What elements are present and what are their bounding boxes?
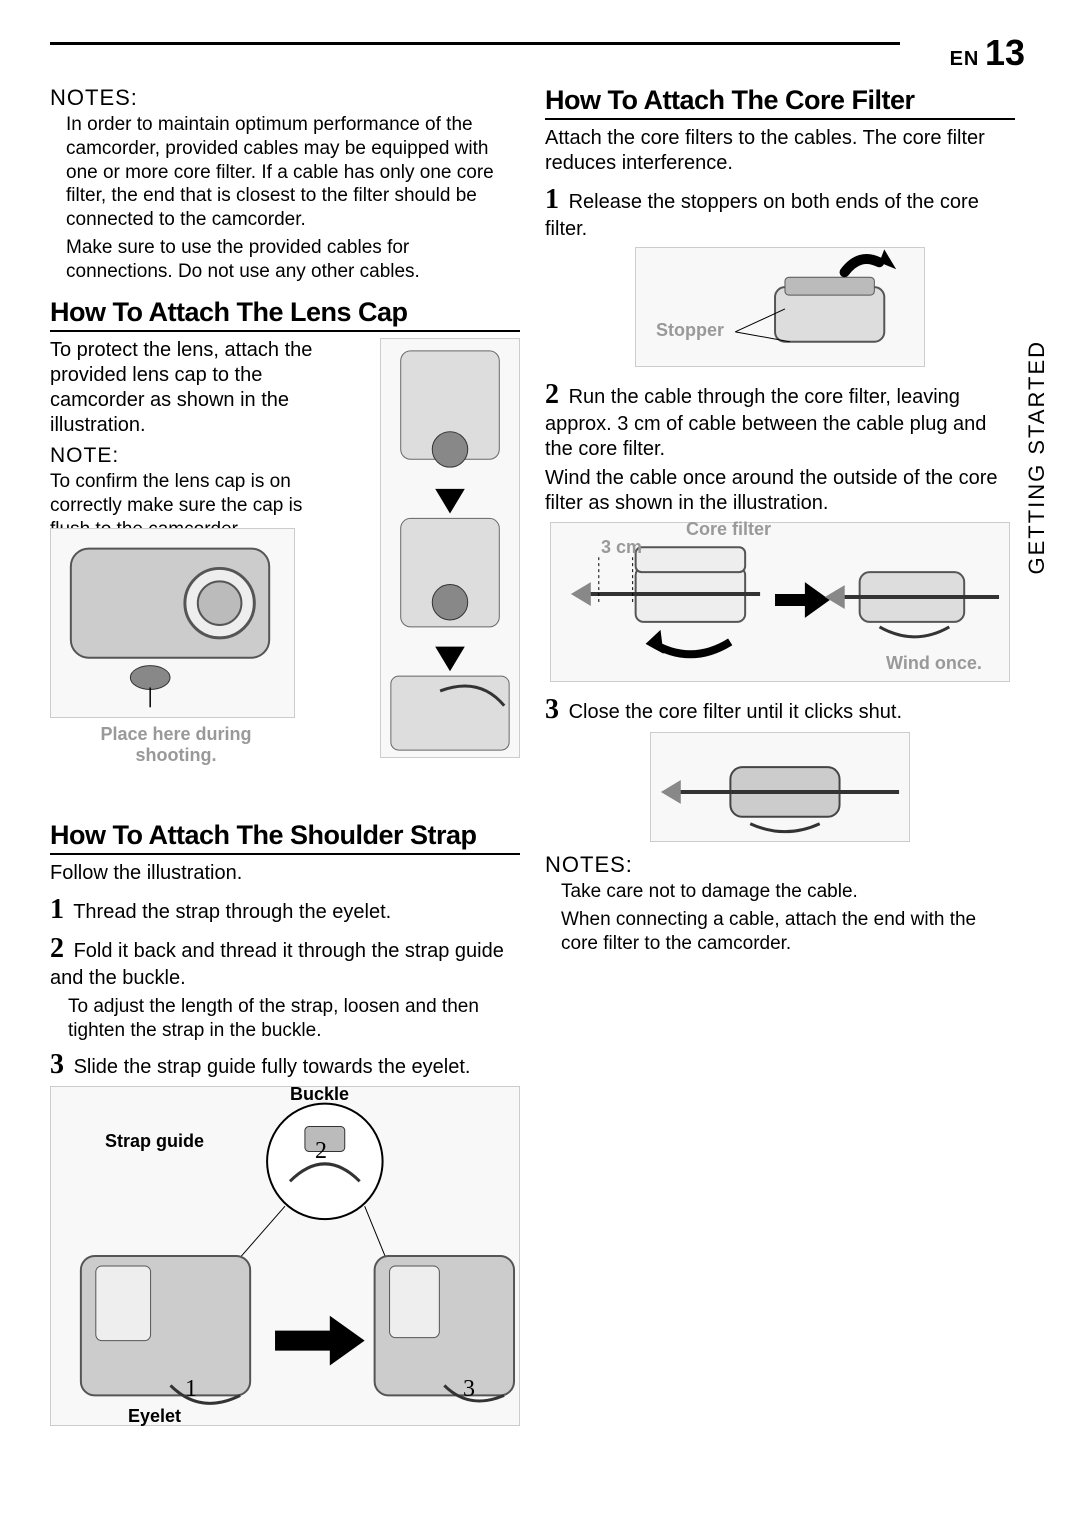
filter-step-1-text: Release the stoppers on both ends of the… [545,191,979,240]
lenscap-text: To protect the lens, attach the provided… [50,338,330,541]
step-number-3b: 3 [545,694,559,725]
strap-step-3-text: Slide the strap guide fully towards the … [74,1056,471,1078]
step-number-2b: 2 [545,379,559,410]
step-number-1: 1 [50,894,64,925]
filter-step-2a: 2 Run the cable through the core filter,… [545,377,1015,462]
strap-illus-n1: 1 [185,1376,197,1403]
step-number-3: 3 [50,1049,64,1080]
filter-step-3-text: Close the core filter until it clicks sh… [569,701,902,723]
filter-note-1: Take care not to damage the cable. [561,880,1015,904]
side-tab: GETTING STARTED [1024,340,1050,575]
camcorder-illustration: Place here during shooting. [50,528,295,718]
strap-intro: Follow the illustration. [50,861,520,886]
page-number: EN 13 [950,32,1025,74]
filter-illustration-1: Stopper [635,247,925,367]
strap-step-2: 2 Fold it back and thread it through the… [50,931,520,991]
lenscap-block: To protect the lens, attach the provided… [50,338,520,758]
label-3cm: 3 cm [601,537,642,558]
lenscap-body: To protect the lens, attach the provided… [50,338,330,438]
filter-intro: Attach the core filters to the cables. T… [545,126,1015,176]
strap-step-3: 3 Slide the strap guide fully towards th… [50,1047,520,1082]
step-number-2: 2 [50,933,64,964]
top-rule [50,42,900,45]
lenscap-note-head: NOTE: [50,444,330,468]
strap-title: How To Attach The Shoulder Strap [50,820,520,855]
content-columns: NOTES: In order to maintain optimum perf… [50,85,1030,1426]
right-column: How To Attach The Core Filter Attach the… [545,85,1015,1426]
filter-step-2a-text: Run the cable through the core filter, l… [545,386,986,460]
strap-illus-n3: 3 [463,1376,475,1403]
label-wind-once: Wind once. [886,653,982,674]
strap-step-2-text: Fold it back and thread it through the s… [50,940,504,989]
lenscap-label: Place here during shooting. [76,724,276,765]
strap-illus-n2: 2 [315,1138,327,1165]
filter-step-2b: Wind the cable once around the outside o… [545,466,1015,516]
notes-heading: NOTES: [50,85,520,111]
filter-note-2: When connecting a cable, attach the end … [561,908,1015,956]
notes-body-1: In order to maintain optimum performance… [66,113,520,232]
label-strap-guide: Strap guide [105,1131,204,1152]
page-lang: EN [950,48,980,70]
label-buckle: Buckle [290,1084,349,1105]
filter-illustration-2: Core filter 3 cm Wind once. [550,522,1010,682]
strap-step-1-text: Thread the strap through the eyelet. [73,901,391,923]
step-number-1b: 1 [545,184,559,215]
notes-body-2: Make sure to use the provided cables for… [66,236,520,284]
label-stopper: Stopper [656,320,724,341]
left-column: NOTES: In order to maintain optimum perf… [50,85,520,1426]
strap-step-2-sub: To adjust the length of the strap, loose… [68,995,520,1043]
strap-step-1: 1 Thread the strap through the eyelet. [50,892,520,927]
filter-step-1: 1 Release the stoppers on both ends of t… [545,182,1015,242]
page-num: 13 [985,32,1025,73]
filter-step-3: 3 Close the core filter until it clicks … [545,692,1015,727]
filter-notes-heading: NOTES: [545,852,1015,878]
label-core-filter: Core filter [686,519,771,540]
strap-illustration: Buckle Strap guide Eyelet 2 1 3 [50,1086,520,1426]
lenscap-sequence-illustration [380,338,520,758]
lenscap-title: How To Attach The Lens Cap [50,297,520,332]
filter-title: How To Attach The Core Filter [545,85,1015,120]
label-eyelet: Eyelet [128,1406,181,1427]
filter-illustration-3 [650,732,910,842]
